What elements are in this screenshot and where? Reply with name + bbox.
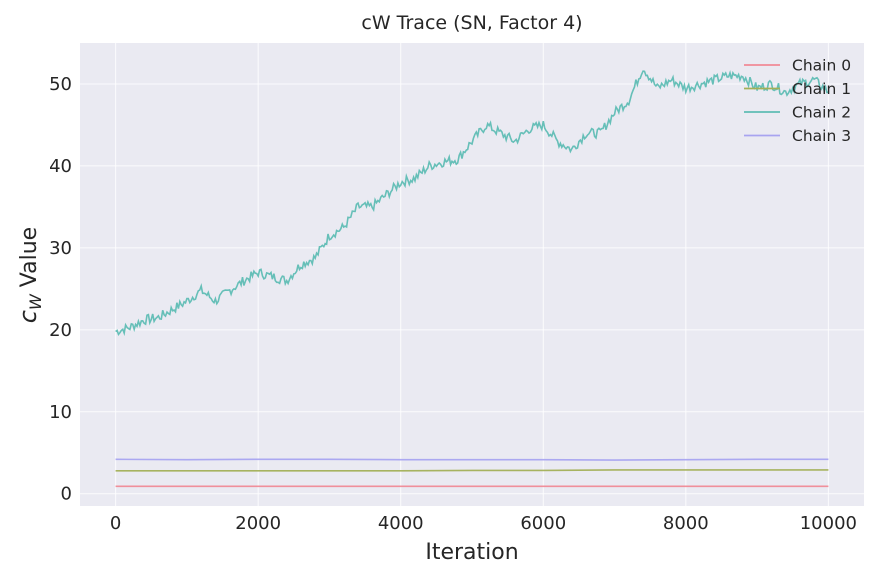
y-tick-label: 50 <box>49 74 72 95</box>
x-tick-label: 6000 <box>520 513 566 534</box>
legend-label: Chain 0 <box>792 57 851 75</box>
series-line-chain-3 <box>115 458 829 461</box>
series-line-chain-2 <box>115 70 829 337</box>
legend-label: Chain 1 <box>792 80 851 98</box>
legend: Chain 0 Chain 1 Chain 2 Chain 3 <box>744 57 851 145</box>
legend-label: Chain 3 <box>792 127 851 145</box>
y-tick-labels: 0 10 20 30 40 50 <box>49 74 72 505</box>
y-axis-label: cW Value <box>14 227 45 323</box>
grid-lines <box>80 43 864 506</box>
y-axis-label-main: c <box>14 310 42 323</box>
chart-title: cW Trace (SN, Factor 4) <box>361 12 582 34</box>
x-tick-label: 4000 <box>378 513 424 534</box>
y-tick-label: 10 <box>49 402 72 423</box>
y-tick-label: 30 <box>49 238 72 259</box>
x-tick-label: 8000 <box>663 513 709 534</box>
y-tick-label: 0 <box>61 484 72 505</box>
y-axis-label-subscript: W <box>26 293 45 310</box>
y-tick-label: 40 <box>49 156 72 177</box>
x-tick-labels: 0 2000 4000 6000 8000 10000 <box>110 513 857 534</box>
plot-background <box>80 43 864 506</box>
series-lines <box>115 70 829 488</box>
x-tick-label: 10000 <box>800 513 857 534</box>
series-line-chain-1 <box>115 469 829 472</box>
x-axis-label: Iteration <box>425 540 518 565</box>
x-tick-label: 0 <box>110 513 121 534</box>
x-tick-label: 2000 <box>235 513 281 534</box>
y-axis-label-rest: Value <box>17 227 42 294</box>
y-tick-label: 20 <box>49 320 72 341</box>
legend-label: Chain 2 <box>792 104 851 122</box>
